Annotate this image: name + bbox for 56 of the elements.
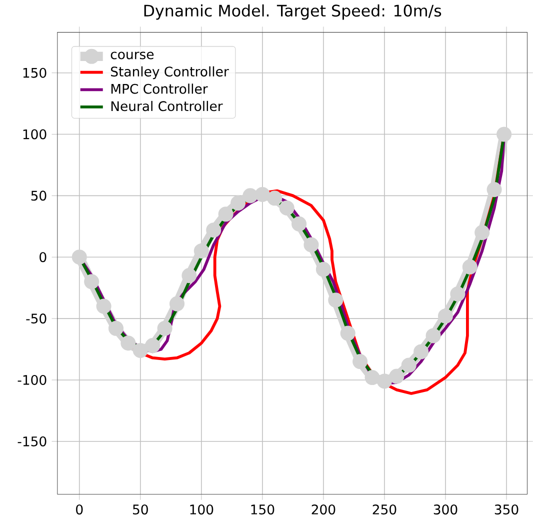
point [206, 222, 222, 238]
point [292, 216, 307, 232]
point [254, 186, 270, 202]
point [401, 358, 416, 373]
point [486, 182, 502, 198]
point [84, 274, 100, 290]
x-tick-label: 150 [251, 504, 274, 515]
y-tick-label: -50 [26, 314, 46, 324]
point [414, 344, 429, 360]
x-tick-label: 200 [312, 504, 336, 515]
y-tick-label: 50 [31, 190, 46, 201]
point [279, 200, 294, 216]
point [72, 250, 87, 265]
point [438, 308, 454, 324]
point [450, 286, 466, 302]
x-tick-label: 0 [76, 504, 83, 515]
x-tick-label: 100 [190, 504, 214, 515]
legend-label: course [110, 52, 154, 60]
point [376, 374, 392, 389]
y-tick-label: -100 [18, 375, 46, 386]
point [316, 262, 331, 277]
point [157, 320, 172, 336]
x-tick-label: 300 [434, 504, 458, 515]
point [304, 237, 319, 252]
legend-label: Stanley Controller [111, 66, 229, 80]
x-tick-label: 350 [494, 504, 518, 515]
point [242, 188, 258, 204]
x-tick-label: 50 [133, 504, 148, 515]
point [132, 343, 148, 358]
point [474, 225, 490, 240]
y-tick-label: 150 [23, 68, 46, 78]
point [352, 354, 368, 370]
point [108, 320, 124, 336]
point [145, 338, 160, 354]
point [120, 336, 136, 351]
point [182, 268, 197, 284]
point [364, 370, 380, 386]
point [328, 292, 344, 308]
point [340, 326, 356, 341]
point [496, 126, 512, 142]
point [194, 244, 209, 259]
y-tick-label: -150 [18, 436, 46, 446]
y-tick-label: 100 [23, 129, 46, 140]
x-tick-label: 250 [372, 504, 396, 515]
legend-label: Neural Controller [111, 100, 223, 112]
point [426, 328, 441, 344]
legend-label: MPC Controller [111, 84, 208, 94]
point [169, 296, 185, 312]
point [462, 259, 478, 275]
point [218, 206, 234, 222]
point [230, 196, 246, 211]
chart-title: Dynamic Model. Target Speed: 10m/s [144, 4, 442, 20]
point [267, 190, 282, 206]
y-tick-label: 0 [40, 252, 46, 262]
point [96, 298, 112, 314]
point [389, 368, 404, 384]
